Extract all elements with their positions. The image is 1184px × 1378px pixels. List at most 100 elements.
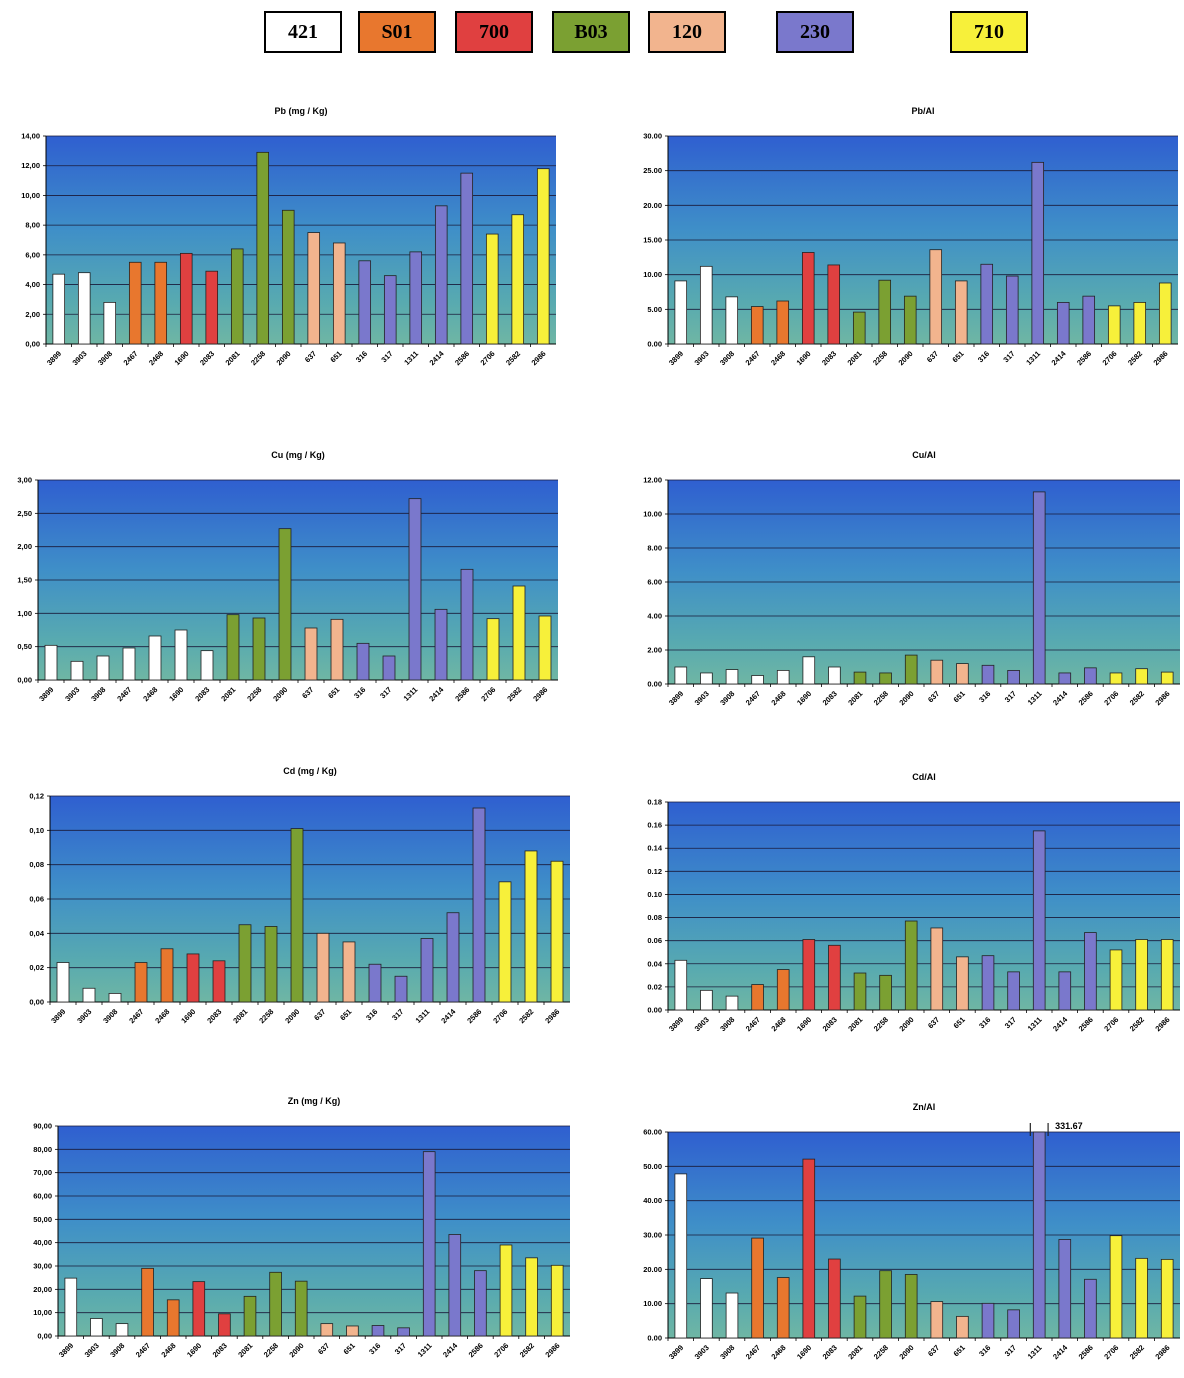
bar-317	[383, 275, 397, 345]
bar-2081	[853, 1295, 867, 1339]
y-tick-label: 0.02	[647, 982, 662, 991]
bar-3899	[56, 962, 70, 1003]
bar-316	[981, 664, 995, 685]
bar-2090	[278, 528, 292, 681]
legend-item-710: 710	[950, 11, 1028, 53]
x-tick-label: 316	[367, 1341, 382, 1356]
bar-2986	[1160, 939, 1174, 1011]
x-tick-label: 3899	[667, 1015, 685, 1033]
y-tick-label: 0.06	[647, 936, 662, 945]
x-tick-label: 2081	[219, 685, 237, 703]
bar-2467	[751, 1237, 764, 1339]
bar-637	[304, 627, 318, 681]
bar-2467	[128, 261, 142, 345]
bar-2586	[1084, 1278, 1097, 1339]
y-tick-label: 0.00	[647, 680, 662, 689]
y-tick-label: 0.00	[647, 1334, 662, 1343]
x-tick-label: 2090	[271, 685, 289, 703]
y-tick-label: 50,00	[33, 1215, 52, 1224]
chart-svg: Zn (mg / Kg) 0,00 10,00 20,00 30,00 40,00 50,0…	[33, 1096, 570, 1359]
x-tick-label: 2467	[744, 1015, 762, 1033]
bar-316	[356, 642, 370, 681]
x-tick-label: 637	[316, 1341, 331, 1356]
x-tick-label: 1311	[1026, 1015, 1044, 1033]
y-tick-label: 25.00	[643, 166, 662, 175]
bar-2582	[1135, 1257, 1148, 1339]
overflow-value-label: 331.67	[1055, 1121, 1083, 1131]
x-tick-label: 651	[950, 349, 965, 364]
bar-1311	[422, 1151, 436, 1337]
bar-651	[332, 242, 346, 345]
legend-item-s01: S01	[358, 11, 436, 53]
x-tick-label: 3908	[718, 689, 736, 707]
y-tick-label: 0.08	[647, 913, 662, 922]
x-tick-label: 3903	[693, 1015, 711, 1033]
bar-2706	[485, 233, 499, 345]
y-tick-label: 3,00	[17, 476, 32, 485]
bar-637	[930, 659, 944, 685]
x-tick-label: 2586	[1077, 1015, 1095, 1033]
y-tick-label: 1,50	[17, 576, 32, 585]
bar-3908	[725, 669, 739, 685]
bar-2986	[536, 168, 550, 345]
bar-2258	[879, 1270, 892, 1339]
bar-2706	[1107, 305, 1121, 345]
bar-2414	[1058, 971, 1072, 1011]
bar-317	[382, 655, 396, 681]
bar-2586	[1082, 295, 1096, 345]
bar-2083	[828, 1258, 841, 1339]
bar-637	[929, 249, 943, 345]
bar-2258	[879, 974, 892, 1011]
x-tick-label: 2582	[1128, 1015, 1146, 1033]
bar-3908	[108, 993, 122, 1003]
x-tick-label: 317	[379, 349, 394, 364]
y-tick-label: 0,00	[29, 998, 44, 1007]
legend-item-230: 230	[776, 11, 854, 53]
bar-1311	[1031, 161, 1045, 345]
bar-2468	[776, 669, 790, 685]
bar-3899	[674, 666, 688, 685]
x-tick-label: 3903	[71, 349, 89, 367]
x-tick-label: 1311	[402, 349, 420, 367]
x-tick-label: 2586	[453, 685, 471, 703]
bar-2090	[290, 828, 304, 1003]
x-tick-label: 317	[1003, 1343, 1018, 1358]
x-tick-label: 2414	[439, 1006, 458, 1025]
y-tick-label: 60.00	[643, 1128, 662, 1137]
bar-3903	[700, 989, 713, 1011]
x-tick-label: 1690	[795, 349, 813, 367]
y-tick-label: 0,00	[17, 676, 32, 685]
x-tick-label: 2986	[1153, 1343, 1171, 1361]
chart-title: Cu (mg / Kg)	[271, 450, 325, 460]
x-tick-label: 2090	[897, 1343, 915, 1361]
y-tick-label: 10.00	[643, 270, 662, 279]
y-tick-label: 4.00	[647, 612, 662, 621]
chart-cd-al: Cd/Al 0.00 0.02 0.04 0.06 0.08 0.10 0.12 0.14 0.1…	[600, 765, 1184, 1055]
bar-2258	[252, 617, 266, 681]
bar-1690	[801, 252, 815, 345]
y-tick-label: 0,00	[25, 340, 40, 349]
bar-651	[346, 1325, 359, 1337]
bar-2706	[1109, 672, 1123, 685]
bar-2090	[281, 209, 295, 345]
y-tick-label: 2,50	[17, 509, 32, 518]
bar-2258	[878, 279, 892, 345]
chart-svg: Cd (mg / Kg) 0,00 0,02 0,04 0,06 0,08 0,10 0,12…	[29, 766, 570, 1025]
chart-title: Cd (mg / Kg)	[283, 766, 337, 776]
bar-2706	[498, 881, 512, 1003]
bar-3903	[77, 272, 91, 345]
x-tick-label: 2586	[1077, 1343, 1095, 1361]
x-tick-label: 2706	[1102, 1343, 1120, 1361]
bar-2414	[448, 1234, 462, 1337]
y-tick-label: 20.00	[643, 1265, 662, 1274]
x-tick-label: 317	[378, 685, 393, 700]
y-tick-label: 50.00	[643, 1162, 662, 1171]
bar-3899	[44, 644, 58, 681]
x-tick-label: 3899	[45, 349, 63, 367]
y-tick-label: 6,00	[25, 250, 40, 259]
x-tick-label: 2468	[147, 349, 165, 367]
chart-svg: Zn/Al 0.00 10.00 20.00 30.00 40.00 50.00 60.00 3…	[643, 1102, 1180, 1361]
x-tick-label: 317	[390, 1007, 405, 1022]
x-tick-label: 2083	[205, 1007, 223, 1025]
y-tick-label: 40,00	[33, 1238, 52, 1247]
